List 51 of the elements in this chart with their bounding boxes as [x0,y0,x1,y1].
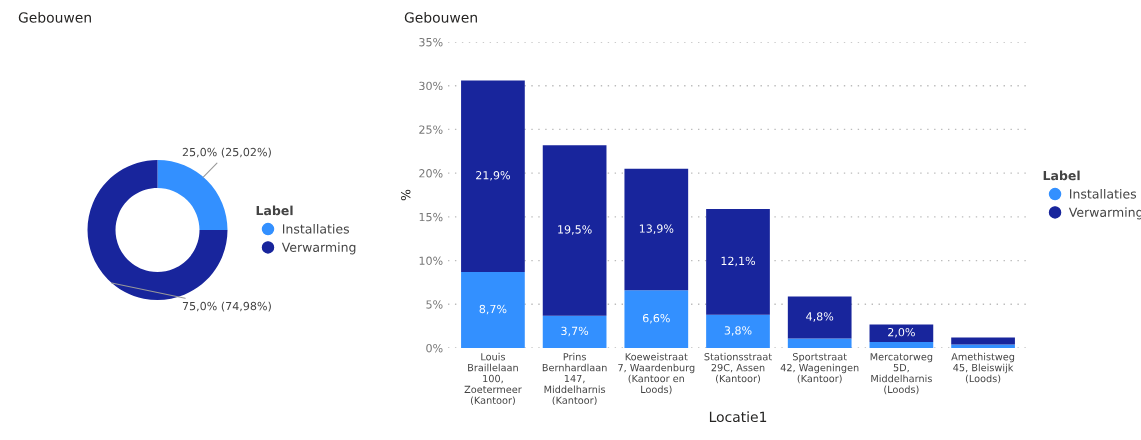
data-label: 12,1% [721,256,756,267]
data-label: 19,5% [558,225,592,235]
data-label: 6,6% [642,313,670,324]
x-tick-label: Amethistweg 45, Bleiswijk (Loods) [951,352,1015,384]
y-tick-label: 20% [419,169,443,178]
chart-title: Gebouwen [404,12,477,23]
bar [787,296,852,339]
data-label: 3,7% [561,326,589,337]
data-label: 8,7% [479,304,507,315]
x-tick-label: Mercatorweg 5D, Middelharnis (Loods) [870,353,933,395]
y-tick-label: 0% [426,343,443,353]
x-tick-label: Sportstraat 42, Wageningen (Kantoor) [780,353,859,384]
chart-title: Gebouwen [18,12,91,23]
legend-title: Label [1043,170,1080,181]
y-tick-label: 5% [426,300,443,309]
bar [869,324,934,342]
data-label: 25,0% (25,02%) [182,147,271,158]
x-axis-title: Locatie1 [709,411,767,423]
x-tick-label: Stationsstraat 29C, Assen (Kantoor) [704,352,772,384]
data-label: 4,8% [806,312,834,322]
y-tick-label: 10% [419,256,443,265]
data-label: 3,8% [724,326,752,336]
bar [461,271,525,348]
bar [624,168,689,291]
data-label: 2,0% [888,327,915,338]
bar [542,315,607,348]
bar [869,341,934,348]
legend-label: Installaties [1070,188,1137,199]
y-tick-label: 15% [419,212,443,222]
bar [706,208,770,315]
donut-slice [157,160,228,231]
x-tick-label: Koeweistraat 7, Waardenburg (Kantoor en Loods) [618,352,695,395]
bar [624,290,689,348]
bar [706,314,770,348]
y-tick-label: 35% [419,37,443,47]
bar [542,145,607,316]
y-tick-label: 25% [419,125,443,134]
bar [951,337,1015,345]
data-label: 21,9% [476,171,510,181]
y-tick-label: 30% [419,81,443,91]
data-label: 13,9% [639,224,674,234]
x-tick-label: Louis Braillelaan 100, Zoetermeer (Kantoor) [464,352,522,406]
bar [461,80,525,272]
bar [787,338,852,348]
legend-label: Verwarming [281,242,356,255]
donut-slice [87,160,228,300]
legend-label: Installaties [282,223,349,234]
data-label: 75,0% (74,98%) [182,301,271,312]
y-axis-title: % [401,189,411,201]
legend-title: Label [256,205,293,216]
x-tick-label: Prins Bernhardlaan 147, Middelharnis (Kantoor) [542,352,607,406]
